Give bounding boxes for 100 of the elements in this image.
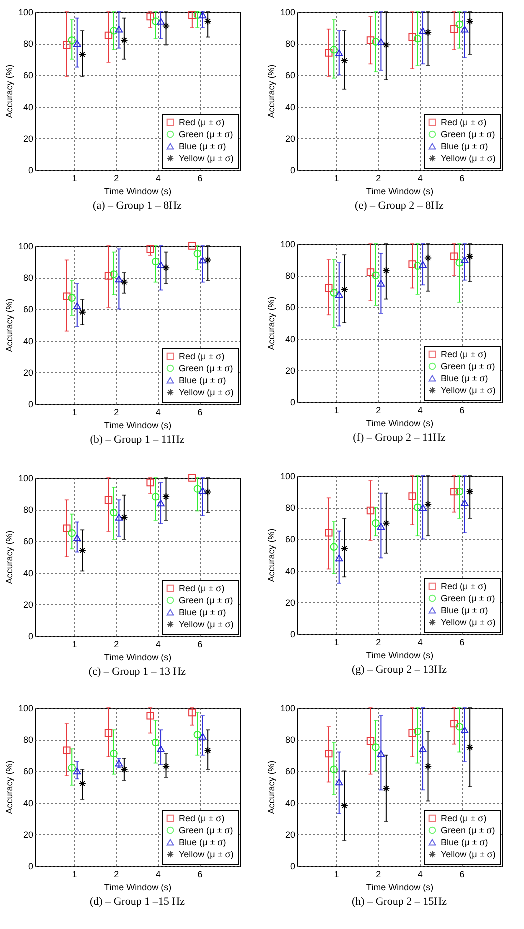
legend-label: Red (μ ± σ)	[179, 814, 225, 824]
text: (b) – Group 1 – 11Hz	[90, 434, 185, 446]
x-axis-title: Time Window (s)	[104, 652, 172, 662]
legend-label: Yellow (μ ± σ)	[179, 620, 234, 630]
text: (c) – Group 1 – 13 Hz	[88, 666, 186, 678]
y-tick-label: 0	[290, 166, 296, 176]
legend-label: Blue (μ ± σ)	[441, 374, 488, 384]
y-tick-label: 20	[285, 366, 296, 376]
x-tick-label: 4	[156, 408, 161, 418]
text: (f) – Group 2 – 11Hz	[353, 432, 446, 444]
y-tick-label: 80	[285, 39, 296, 50]
text: (a) – Group 1 – 8Hz	[93, 200, 182, 212]
legend-label: Red (μ ± σ)	[441, 350, 487, 360]
y-tick-label: 40	[285, 798, 296, 808]
x-axis-title: Time Window (s)	[104, 420, 172, 430]
y-tick-label: 40	[285, 334, 296, 344]
y-tick-label: 60	[285, 302, 296, 313]
x-tick-label: 6	[460, 174, 465, 184]
x-tick-label: 6	[198, 640, 203, 650]
x-axis-title: Time Window (s)	[366, 418, 434, 428]
legend-label: Green (μ ± σ)	[179, 596, 234, 606]
y-tick-label: 0	[290, 862, 296, 872]
y-tick-label: 0	[28, 166, 34, 176]
y-tick-label: 80	[23, 735, 34, 746]
legend-label: Blue (μ ± σ)	[441, 606, 488, 616]
y-tick-label: 60	[285, 534, 296, 545]
legend-label: Red (μ ± σ)	[441, 582, 487, 592]
x-tick-label: 2	[376, 870, 382, 880]
legend-label: Blue (μ ± σ)	[179, 376, 226, 386]
x-tick-label: 1	[72, 408, 78, 418]
legend-label: Red (μ ± σ)	[179, 118, 225, 128]
legend-label: Green (μ ± σ)	[441, 826, 496, 836]
y-tick-label: 0	[28, 632, 34, 642]
x-tick-label: 2	[114, 640, 120, 650]
y-tick-label: 40	[285, 566, 296, 576]
x-tick-label: 4	[156, 870, 161, 880]
text: (e) – Group 2 – 8Hz	[355, 200, 444, 212]
x-tick-label: 6	[198, 174, 203, 184]
y-tick-label: 40	[23, 336, 34, 346]
y-tick-label: 20	[23, 600, 34, 610]
y-tick-label: 20	[285, 830, 296, 840]
x-tick-label: 4	[418, 870, 423, 880]
y-tick-label: 20	[23, 368, 34, 378]
x-tick-label: 2	[114, 870, 120, 880]
x-tick-label: 6	[460, 406, 465, 416]
y-tick-label: 40	[23, 568, 34, 578]
legend-label: Blue (μ ± σ)	[179, 838, 226, 848]
legend-label: Green (μ ± σ)	[441, 130, 496, 140]
y-tick-label: 80	[23, 39, 34, 50]
legend-label: Blue (μ ± σ)	[179, 608, 226, 618]
legend-label: Blue (μ ± σ)	[179, 142, 226, 152]
x-tick-label: 2	[114, 408, 120, 418]
x-tick-label: 1	[72, 640, 78, 650]
x-tick-label: 4	[418, 638, 423, 648]
y-tick-label: 100	[280, 472, 296, 482]
x-tick-label: 1	[334, 638, 340, 648]
y-tick-label: 100	[280, 8, 296, 18]
y-axis-title: Accuracy (%)	[266, 64, 276, 118]
y-axis-title: Accuracy (%)	[266, 296, 276, 350]
x-axis-title: Time Window (s)	[104, 186, 172, 196]
y-tick-label: 100	[280, 704, 296, 714]
x-axis-title: Time Window (s)	[366, 650, 434, 660]
y-axis-title: Accuracy (%)	[4, 64, 14, 118]
x-tick-label: 4	[418, 406, 423, 416]
legend-label: Green (μ ± σ)	[179, 130, 234, 140]
x-tick-label: 2	[376, 638, 382, 648]
text: (g) – Group 2 – 13Hz	[352, 664, 448, 676]
x-tick-label: 1	[334, 870, 340, 880]
text: (h) – Group 2 – 15Hz	[352, 896, 448, 908]
y-tick-label: 0	[28, 400, 34, 410]
y-tick-label: 100	[18, 242, 34, 252]
legend-label: Yellow (μ ± σ)	[179, 850, 234, 860]
y-tick-label: 60	[285, 70, 296, 81]
y-tick-label: 0	[290, 630, 296, 640]
y-tick-label: 100	[18, 8, 34, 18]
y-tick-label: 60	[23, 536, 34, 547]
legend-label: Yellow (μ ± σ)	[179, 388, 234, 398]
y-tick-label: 20	[23, 134, 34, 144]
legend-label: Red (μ ± σ)	[179, 352, 225, 362]
y-tick-label: 0	[28, 862, 34, 872]
x-tick-label: 6	[198, 408, 203, 418]
y-tick-label: 40	[285, 102, 296, 112]
y-tick-label: 0	[290, 398, 296, 408]
y-tick-label: 20	[23, 830, 34, 840]
y-axis-title: Accuracy (%)	[4, 298, 14, 352]
x-tick-label: 1	[334, 174, 340, 184]
x-tick-label: 4	[418, 174, 423, 184]
x-tick-label: 2	[376, 174, 382, 184]
y-tick-label: 60	[23, 70, 34, 81]
y-tick-label: 80	[23, 505, 34, 516]
x-axis-title: Time Window (s)	[104, 882, 172, 892]
y-tick-label: 100	[280, 240, 296, 250]
legend-label: Yellow (μ ± σ)	[441, 386, 496, 396]
x-tick-label: 4	[156, 174, 161, 184]
x-tick-label: 2	[376, 406, 382, 416]
y-tick-label: 20	[285, 134, 296, 144]
legend-label: Green (μ ± σ)	[179, 364, 234, 374]
x-axis-title: Time Window (s)	[366, 186, 434, 196]
legend-label: Yellow (μ ± σ)	[441, 850, 496, 860]
text: (d) – Group 1 –15 Hz	[90, 896, 186, 908]
